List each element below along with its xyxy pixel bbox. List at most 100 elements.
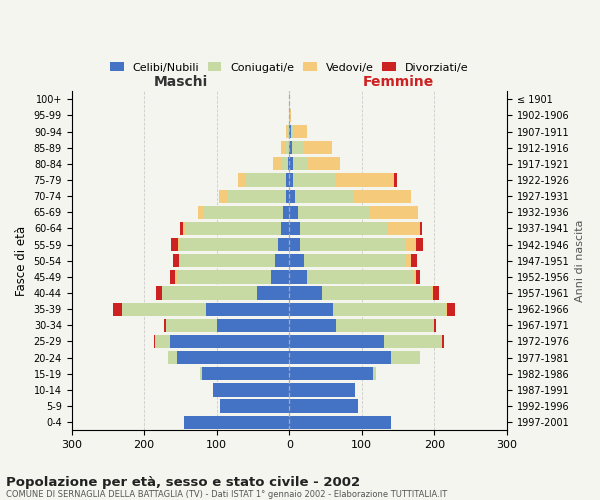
- Bar: [416, 270, 420, 283]
- Bar: [182, 222, 186, 235]
- Bar: [289, 384, 355, 396]
- Bar: [416, 238, 424, 251]
- Bar: [300, 238, 406, 251]
- Bar: [370, 206, 418, 219]
- Bar: [383, 335, 442, 348]
- Bar: [295, 190, 353, 203]
- Bar: [289, 109, 291, 122]
- Bar: [394, 174, 397, 186]
- Bar: [289, 238, 300, 251]
- Bar: [289, 318, 337, 332]
- Bar: [433, 286, 439, 300]
- Bar: [200, 367, 202, 380]
- Bar: [246, 174, 286, 186]
- Bar: [181, 222, 182, 235]
- Bar: [186, 222, 281, 235]
- Bar: [446, 302, 455, 316]
- Bar: [219, 190, 227, 203]
- Bar: [413, 270, 416, 283]
- Y-axis label: Fasce di età: Fasce di età: [15, 226, 28, 296]
- Bar: [283, 206, 289, 219]
- Bar: [289, 158, 293, 170]
- Bar: [206, 302, 289, 316]
- Bar: [285, 141, 289, 154]
- Bar: [353, 190, 411, 203]
- Bar: [181, 254, 275, 268]
- Bar: [289, 174, 293, 186]
- Bar: [373, 367, 376, 380]
- Bar: [293, 158, 307, 170]
- Bar: [289, 190, 295, 203]
- Bar: [286, 174, 289, 186]
- Bar: [442, 335, 444, 348]
- Bar: [238, 174, 246, 186]
- Bar: [289, 367, 373, 380]
- Bar: [304, 254, 406, 268]
- Bar: [156, 286, 161, 300]
- Bar: [281, 158, 288, 170]
- Bar: [271, 270, 289, 283]
- Bar: [420, 222, 422, 235]
- Bar: [173, 254, 179, 268]
- Bar: [289, 351, 391, 364]
- Bar: [113, 302, 122, 316]
- Bar: [337, 318, 434, 332]
- Bar: [178, 238, 181, 251]
- Bar: [431, 286, 433, 300]
- Bar: [166, 318, 217, 332]
- Bar: [163, 286, 257, 300]
- Bar: [170, 335, 289, 348]
- Bar: [220, 400, 289, 412]
- Y-axis label: Anni di nascita: Anni di nascita: [575, 220, 585, 302]
- Bar: [168, 351, 177, 364]
- Bar: [281, 141, 285, 154]
- Bar: [322, 286, 431, 300]
- Bar: [289, 141, 292, 154]
- Bar: [288, 158, 289, 170]
- Bar: [307, 158, 340, 170]
- Bar: [295, 125, 307, 138]
- Bar: [275, 254, 289, 268]
- Bar: [286, 190, 289, 203]
- Bar: [213, 384, 289, 396]
- Bar: [287, 125, 289, 138]
- Bar: [181, 238, 278, 251]
- Bar: [289, 335, 383, 348]
- Bar: [217, 318, 289, 332]
- Bar: [155, 335, 170, 348]
- Bar: [303, 141, 332, 154]
- Bar: [175, 270, 177, 283]
- Bar: [406, 254, 411, 268]
- Text: COMUNE DI SERNAGLIA DELLA BATTAGLIA (TV) - Dati ISTAT 1° gennaio 2002 - Elaboraz: COMUNE DI SERNAGLIA DELLA BATTAGLIA (TV)…: [6, 490, 447, 499]
- Legend: Celibi/Nubili, Coniugati/e, Vedovi/e, Divorziati/e: Celibi/Nubili, Coniugati/e, Vedovi/e, Di…: [106, 58, 473, 77]
- Bar: [227, 190, 286, 203]
- Bar: [289, 222, 300, 235]
- Bar: [289, 254, 304, 268]
- Bar: [337, 174, 394, 186]
- Bar: [445, 302, 446, 316]
- Bar: [154, 335, 155, 348]
- Bar: [184, 416, 289, 429]
- Bar: [300, 222, 387, 235]
- Bar: [411, 254, 417, 268]
- Bar: [289, 400, 358, 412]
- Bar: [333, 302, 445, 316]
- Bar: [202, 367, 289, 380]
- Bar: [387, 222, 420, 235]
- Bar: [406, 238, 416, 251]
- Bar: [434, 318, 436, 332]
- Bar: [203, 206, 283, 219]
- Bar: [289, 302, 333, 316]
- Bar: [286, 125, 287, 138]
- Bar: [307, 270, 413, 283]
- Bar: [289, 416, 391, 429]
- Bar: [161, 286, 163, 300]
- Bar: [278, 238, 289, 251]
- Bar: [298, 206, 370, 219]
- Bar: [122, 302, 206, 316]
- Bar: [164, 318, 166, 332]
- Bar: [273, 158, 281, 170]
- Bar: [281, 222, 289, 235]
- Bar: [289, 270, 307, 283]
- Text: Femmine: Femmine: [362, 75, 434, 89]
